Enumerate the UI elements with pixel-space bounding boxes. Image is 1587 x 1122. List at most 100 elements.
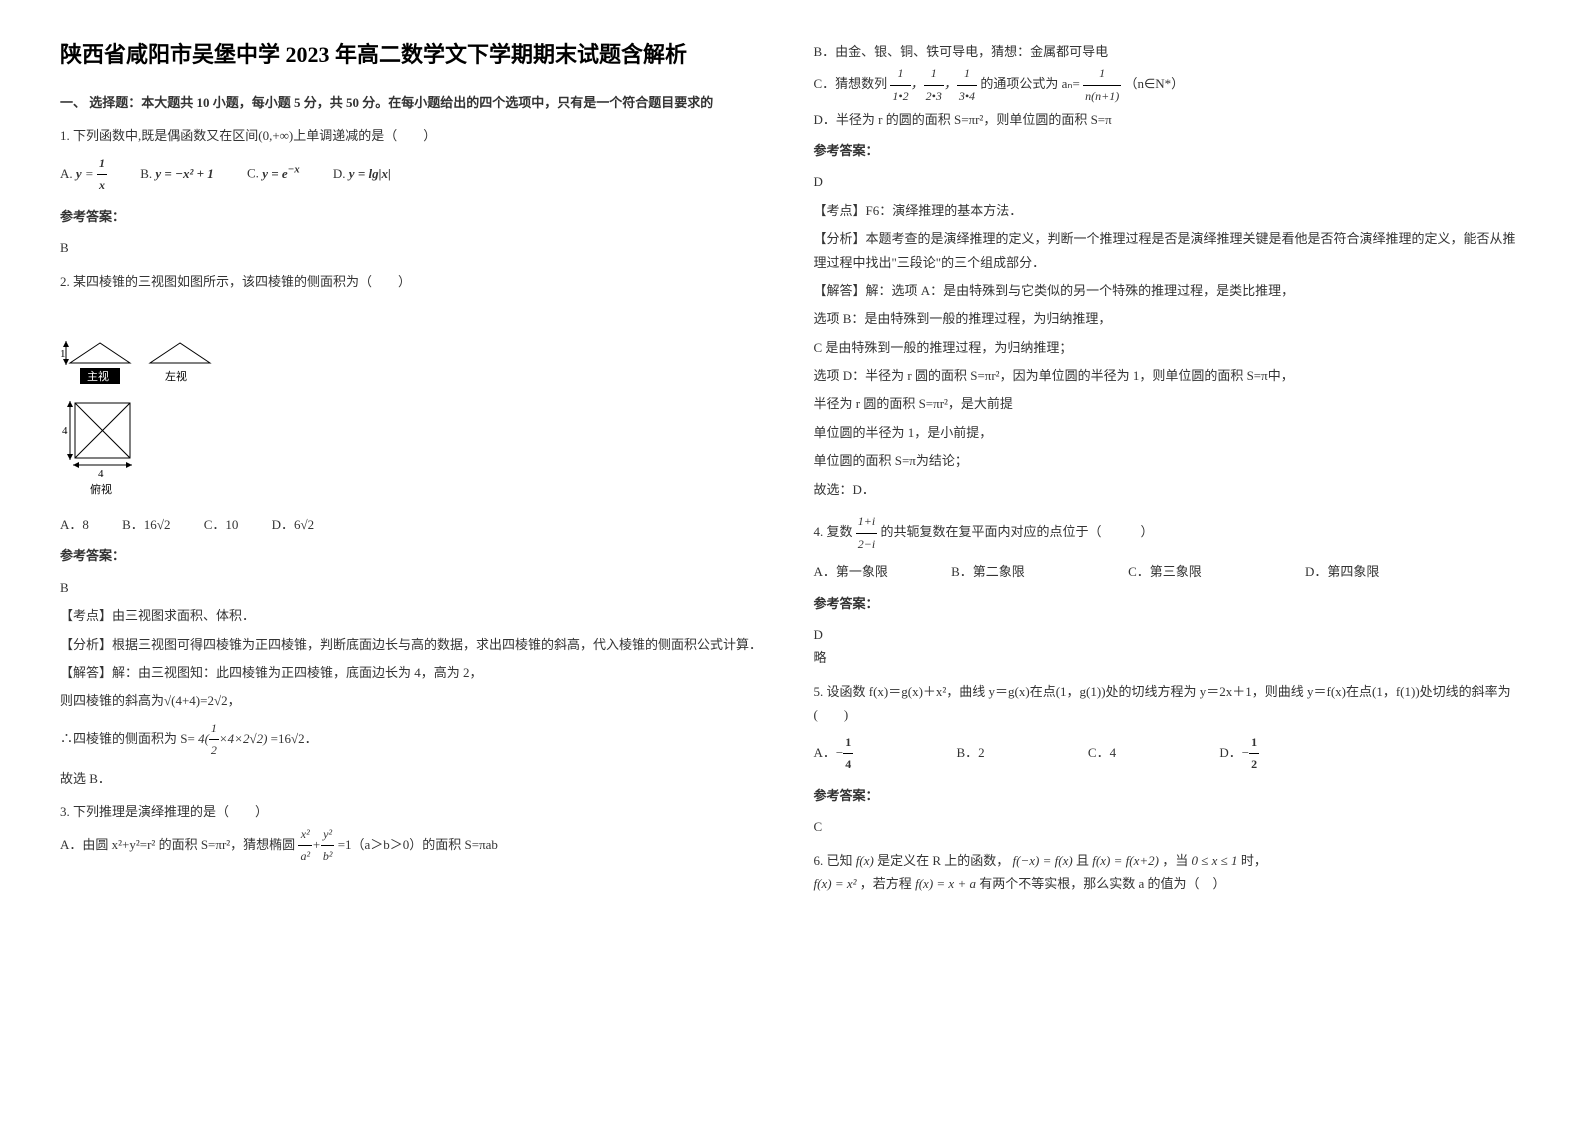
q1-optB-prefix: B. [140, 166, 152, 181]
q3-solve1: 【解答】解：选项 A：是由特殊到与它类似的另一个特殊的推理过程，是类比推理， [814, 279, 1528, 302]
q3-seq-formula: 11•2，12•3，13•4 [890, 76, 977, 91]
q1-optC: C. y = e−x [247, 160, 300, 185]
q5-answer-label: 参考答案： [814, 784, 1528, 807]
q5-optD-prefix: D．− [1219, 745, 1249, 760]
q2-options: A．8 B．16√2 C．10 D．6√2 [60, 513, 774, 536]
q2-dim-w: 4 [98, 468, 104, 480]
q3-answer-label: 参考答案： [814, 139, 1528, 162]
q3-optD: D．半径为 r 的圆的面积 S=πr²，则单位圆的面积 S=π [814, 108, 1528, 131]
q4-prefix: 4. 复数 [814, 524, 853, 539]
sqrt2-icon: √2 [301, 517, 315, 532]
q3-optC-suffix: （n∈N*） [1124, 76, 1184, 91]
right-column: B．由金、银、铜、铁可导电，猜想：金属都可导电 C．猜想数列 11•2，12•3… [814, 40, 1528, 905]
q2-analysis: 【分析】根据三视图可得四棱锥为正四棱锥，判断底面边长与高的数据，求出四棱锥的斜高… [60, 633, 774, 656]
q4-optA: A．第一象限 [814, 560, 888, 583]
q4-answer-label: 参考答案： [814, 592, 1528, 615]
q2-solve2: 则四棱锥的斜高为√(4+4)=2√2， [60, 689, 774, 712]
q3-ellipse-formula: x²a²+y²b² [298, 837, 334, 852]
q6-cond: 0 ≤ x ≤ 1 [1192, 853, 1238, 868]
q2-solve3-prefix: ∴四棱锥的侧面积为 S= [60, 731, 195, 746]
q6-l2p2: 有两个不等实根，那么实数 a 的值为（ ） [979, 876, 1225, 891]
q4-complex-formula: 1+i2−i [856, 524, 877, 539]
q1-optD-prefix: D. [333, 166, 346, 181]
q1-answer: B [60, 236, 774, 259]
question-5: 5. 设函数 f(x)＝g(x)＋x²，曲线 y＝g(x)在点(1，g(1))处… [814, 680, 1528, 839]
sqrt2-icon: √2 [214, 693, 228, 708]
q3-answer: D [814, 170, 1528, 193]
q1-optC-formula: y = e−x [262, 166, 299, 181]
q6-p3: 且 [1076, 853, 1089, 868]
q1-optC-prefix: C. [247, 166, 259, 181]
q1-optA-formula: y = 1x [76, 166, 107, 181]
q4-text: 4. 复数 1+i2−i 的共轭复数在复平面内对应的点位于（ ） [814, 511, 1528, 555]
q4-omit: 略 [814, 646, 1528, 669]
q2-left-label: 左视 [165, 369, 187, 383]
q2-solve2-prefix: 则四棱锥的斜高为 [60, 693, 164, 708]
q1-optB: B. y = −x² + 1 [140, 162, 214, 185]
q1-optB-formula: y = −x² + 1 [155, 166, 213, 181]
q3-optC-mid: 的通项公式为 aₙ= [980, 76, 1080, 91]
q4-optC: C．第三象限 [1128, 560, 1202, 583]
q2-dim1: 1 [60, 348, 66, 360]
q6-line2: f(x) = x² ，若方程 f(x) = x + a 有两个不等实根，那么实数… [814, 872, 1528, 895]
q3-solve3: C 是由特殊到一般的推理过程，为归纳推理； [814, 336, 1528, 359]
q5-frac14: 14 [843, 732, 853, 776]
q5-options: A．−14 B．2 C．4 D．−12 [814, 732, 1528, 776]
q1-text: 1. 下列函数中,既是偶函数又在区间(0,+∞)上单调递减的是（ ） [60, 124, 774, 147]
q2-main-label: 主视 [87, 369, 109, 383]
q2-optC: C．10 [204, 513, 239, 536]
q3-optC-prefix: C．猜想数列 [814, 76, 888, 91]
q1-optD-formula: y = lg|x| [349, 166, 391, 181]
q1-options: A. y = 1x B. y = −x² + 1 C. y = e−x D. y… [60, 153, 774, 197]
q3-solve8: 故选：D． [814, 478, 1528, 501]
q2-diagram: 1 主视 左视 4 4 俯视 [60, 303, 774, 503]
question-6: 6. 已知 f(x) 是定义在 R 上的函数， f(−x) = f(x) 且 f… [814, 849, 1528, 896]
q5-text: 5. 设函数 f(x)＝g(x)＋x²，曲线 y＝g(x)在点(1，g(1))处… [814, 680, 1528, 727]
q3-point: 【考点】F6：演绎推理的基本方法． [814, 199, 1528, 222]
q3-optB: B．由金、银、铜、铁可导电，猜想：金属都可导电 [814, 40, 1528, 63]
q2-point: 【考点】由三视图求面积、体积． [60, 604, 774, 627]
sqrt2-icon: √2 [291, 731, 305, 746]
q1-optA: A. y = 1x [60, 153, 107, 197]
q6-l2p1: ，若方程 [860, 876, 912, 891]
q6-eq: f(x) = x + a [915, 876, 976, 891]
sqrt2-icon: √2 [157, 517, 171, 532]
q6-p5: 时， [1241, 853, 1267, 868]
q3-solve4: 选项 D：半径为 r 圆的面积 S=πr²，因为单位圆的半径为 1，则单位圆的面… [814, 364, 1528, 387]
q1-optA-prefix: A. [60, 166, 73, 181]
q6-p2: 是定义在 R 上的函数， [877, 853, 1009, 868]
q2-solve1: 【解答】解：由三视图知：此四棱锥为正四棱锥，底面边长为 4，高为 2， [60, 661, 774, 684]
q2-top-label: 俯视 [90, 482, 112, 496]
q3-solve2: 选项 B：是由特殊到一般的推理过程，为归纳推理， [814, 307, 1528, 330]
document-title: 陕西省咸阳市吴堡中学 2023 年高二数学文下学期期末试题含解析 [60, 40, 774, 71]
q2-solve3-suffix: =16 [271, 731, 291, 746]
three-view-svg: 1 主视 左视 4 4 俯视 [60, 303, 220, 503]
q2-solve3: ∴四棱锥的侧面积为 S= 4(12×4×2√2) =16√2． [60, 718, 774, 762]
section1-header: 一、 选择题：本大题共 10 小题，每小题 5 分，共 50 分。在每小题给出的… [60, 91, 774, 114]
q2-answer: B [60, 576, 774, 599]
q5-optA: A．−14 [814, 732, 854, 776]
question-3: 3. 下列推理是演绎推理的是（ ） A．由圆 x²+y²=r² 的面积 S=πr… [60, 800, 774, 868]
q2-optB: B．16√2 [122, 513, 170, 536]
q5-answer: C [814, 815, 1528, 838]
q4-optD: D．第四象限 [1305, 560, 1379, 583]
q2-solve2-suffix: =2 [200, 693, 214, 708]
q5-optC: C．4 [1088, 741, 1116, 764]
q3-optA-suffix: =1（a＞b＞0）的面积 S=πab [338, 837, 498, 852]
q2-dim-h: 4 [62, 425, 68, 437]
q3-optA: A．由圆 x²+y²=r² 的面积 S=πr²，猜想椭圆 x²a²+y²b² =… [60, 824, 774, 868]
q4-optB: B．第二象限 [951, 560, 1025, 583]
question-4: 4. 复数 1+i2−i 的共轭复数在复平面内对应的点位于（ ） A．第一象限 … [814, 511, 1528, 670]
q3-analysis: 【分析】本题考查的是演绎推理的定义，判断一个推理过程是否是演绎推理关键是看他是否… [814, 227, 1528, 274]
q3-solve5: 半径为 r 圆的面积 S=πr²，是大前提 [814, 392, 1528, 415]
left-column: 陕西省咸阳市吴堡中学 2023 年高二数学文下学期期末试题含解析 一、 选择题：… [60, 40, 774, 905]
q6-fx: f(x) [856, 853, 874, 868]
q3-an-formula: 1n(n+1) [1083, 76, 1121, 91]
q2-area-formula: 4(12×4×2√2) [198, 731, 267, 746]
q3-text: 3. 下列推理是演绎推理的是（ ） [60, 800, 774, 823]
q2-optA: A．8 [60, 513, 89, 536]
q2-optD: D．6√2 [272, 513, 315, 536]
q6-line1: 6. 已知 f(x) 是定义在 R 上的函数， f(−x) = f(x) 且 f… [814, 849, 1528, 872]
q5-frac12: 12 [1249, 732, 1259, 776]
q5-optB: B．2 [956, 741, 984, 764]
